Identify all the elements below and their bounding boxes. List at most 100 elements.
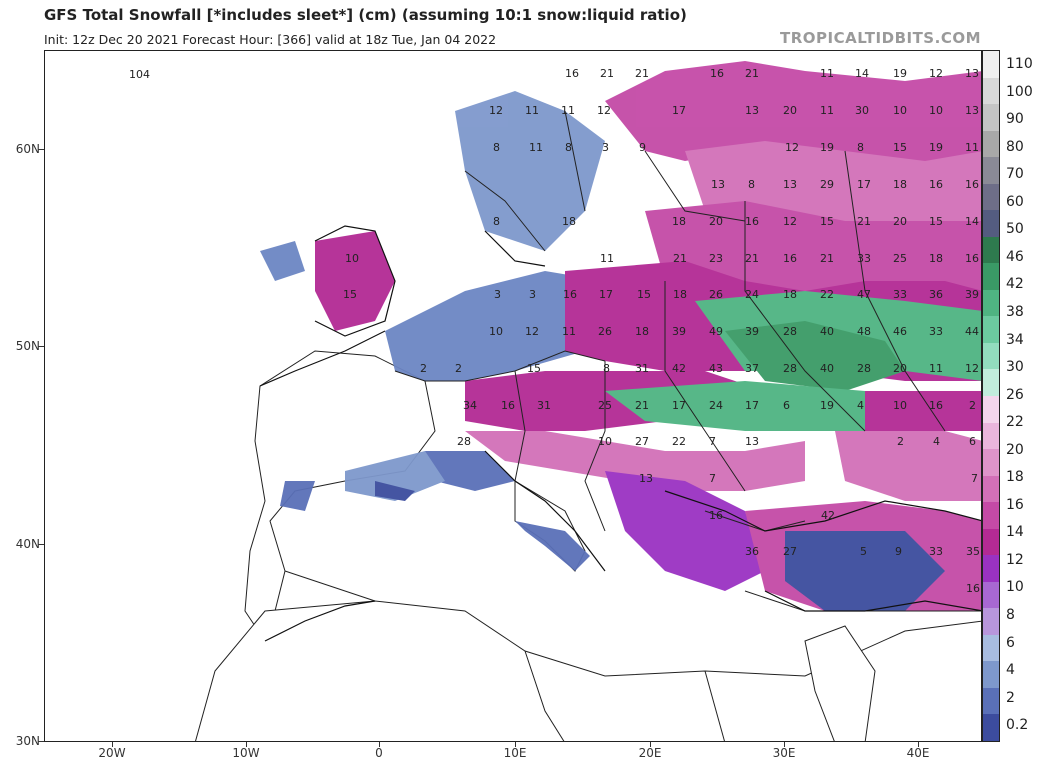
colorbar-swatch — [983, 422, 999, 450]
snowfall-map: 104 16 21 21 16 21 11 14 19 12 13 12 11 … — [44, 50, 982, 742]
lon-label-10e: 10E — [503, 746, 527, 760]
colorbar-label: 22 — [1006, 414, 1024, 431]
colorbar — [982, 50, 1000, 742]
map-value: 16 — [929, 399, 943, 412]
lon-label-40e: 40E — [906, 746, 930, 760]
map-value: 10 — [893, 399, 907, 412]
colorbar-label: 30 — [1006, 359, 1024, 376]
colorbar-label: 42 — [1006, 276, 1024, 293]
map-value: 4 — [933, 435, 940, 448]
map-value: 28 — [857, 362, 871, 375]
map-value: 15 — [527, 362, 541, 375]
colorbar-swatch — [983, 528, 999, 556]
colorbar-swatch — [983, 104, 999, 132]
map-value: 49 — [709, 325, 723, 338]
map-value: 16 — [965, 178, 979, 191]
map-value: 3 — [494, 288, 501, 301]
map-value: 5 — [860, 545, 867, 558]
map-value: 12 — [965, 362, 979, 375]
map-value: 10 — [893, 104, 907, 117]
lat-tick — [38, 149, 44, 150]
map-value: 13 — [965, 104, 979, 117]
map-value: 13 — [639, 472, 653, 485]
map-value: 15 — [637, 288, 651, 301]
map-value: 11 — [965, 141, 979, 154]
map-value: 6 — [969, 435, 976, 448]
colorbar-label: 34 — [1006, 331, 1024, 348]
colorbar-label: 38 — [1006, 303, 1024, 320]
map-value: 8 — [565, 141, 572, 154]
map-value: 18 — [672, 215, 686, 228]
forecast-subtitle: Init: 12z Dec 20 2021 Forecast Hour: [36… — [44, 32, 497, 47]
map-value: 39 — [965, 288, 979, 301]
colorbar-label: 100 — [1006, 83, 1033, 100]
lon-label-30e: 30E — [772, 746, 796, 760]
map-value: 7 — [709, 435, 716, 448]
map-value: 30 — [855, 104, 869, 117]
map-value: 40 — [820, 362, 834, 375]
lat-tick — [38, 346, 44, 347]
map-value: 8 — [493, 141, 500, 154]
map-value: 22 — [820, 288, 834, 301]
map-value: 11 — [820, 67, 834, 80]
lon-label-0: 0 — [375, 746, 383, 760]
map-value: 21 — [635, 399, 649, 412]
map-value: 29 — [820, 178, 834, 191]
map-value: 18 — [783, 288, 797, 301]
map-value: 16 — [745, 215, 759, 228]
colorbar-label: 14 — [1006, 524, 1024, 541]
map-value: 14 — [855, 67, 869, 80]
map-value: 17 — [857, 178, 871, 191]
colorbar-swatch — [983, 555, 999, 583]
map-value: 13 — [745, 104, 759, 117]
colorbar-swatch — [983, 77, 999, 105]
lon-tick — [112, 742, 113, 747]
map-value: 22 — [672, 435, 686, 448]
map-value: 2 — [897, 435, 904, 448]
map-value: 11 — [529, 141, 543, 154]
colorbar-swatch — [983, 608, 999, 636]
map-value: 8 — [493, 215, 500, 228]
map-value: 18 — [893, 178, 907, 191]
brand-watermark: TROPICALTIDBITS.COM — [780, 29, 981, 47]
colorbar-swatch — [983, 714, 999, 742]
map-value: 47 — [857, 288, 871, 301]
map-value: 39 — [672, 325, 686, 338]
map-value: 27 — [635, 435, 649, 448]
lon-label-20e: 20E — [638, 746, 662, 760]
colorbar-label: 18 — [1006, 469, 1024, 486]
map-value: 16 — [565, 67, 579, 80]
map-value: 16 — [563, 288, 577, 301]
colorbar-swatch — [983, 289, 999, 317]
lon-label-20w: 20W — [98, 746, 126, 760]
map-value: 28 — [457, 435, 471, 448]
map-value: 18 — [673, 288, 687, 301]
map-value: 16 — [783, 252, 797, 265]
map-value: 12 — [525, 325, 539, 338]
map-value: 15 — [343, 288, 357, 301]
map-value: 13 — [783, 178, 797, 191]
map-value: 25 — [893, 252, 907, 265]
map-value: 20 — [783, 104, 797, 117]
map-value: 36 — [745, 545, 759, 558]
map-value: 33 — [893, 288, 907, 301]
colorbar-label: 6 — [1006, 634, 1015, 651]
colorbar-label: 70 — [1006, 166, 1024, 183]
colorbar-swatch — [983, 183, 999, 211]
colorbar-label: 46 — [1006, 248, 1024, 265]
map-title: GFS Total Snowfall [*includes sleet*] (c… — [44, 6, 687, 24]
coastlines — [259, 225, 981, 642]
map-value: 15 — [893, 141, 907, 154]
lon-tick — [515, 742, 516, 747]
map-value: 13 — [745, 435, 759, 448]
map-value: 11 — [600, 252, 614, 265]
map-value: 12 — [489, 104, 503, 117]
map-value: 16 — [501, 399, 515, 412]
lat-label-40n: 40N — [15, 537, 40, 551]
map-value: 17 — [672, 399, 686, 412]
map-value: 21 — [857, 215, 871, 228]
lon-tick — [246, 742, 247, 747]
map-value: 21 — [745, 252, 759, 265]
map-value: 6 — [783, 399, 790, 412]
map-value: 12 — [929, 67, 943, 80]
